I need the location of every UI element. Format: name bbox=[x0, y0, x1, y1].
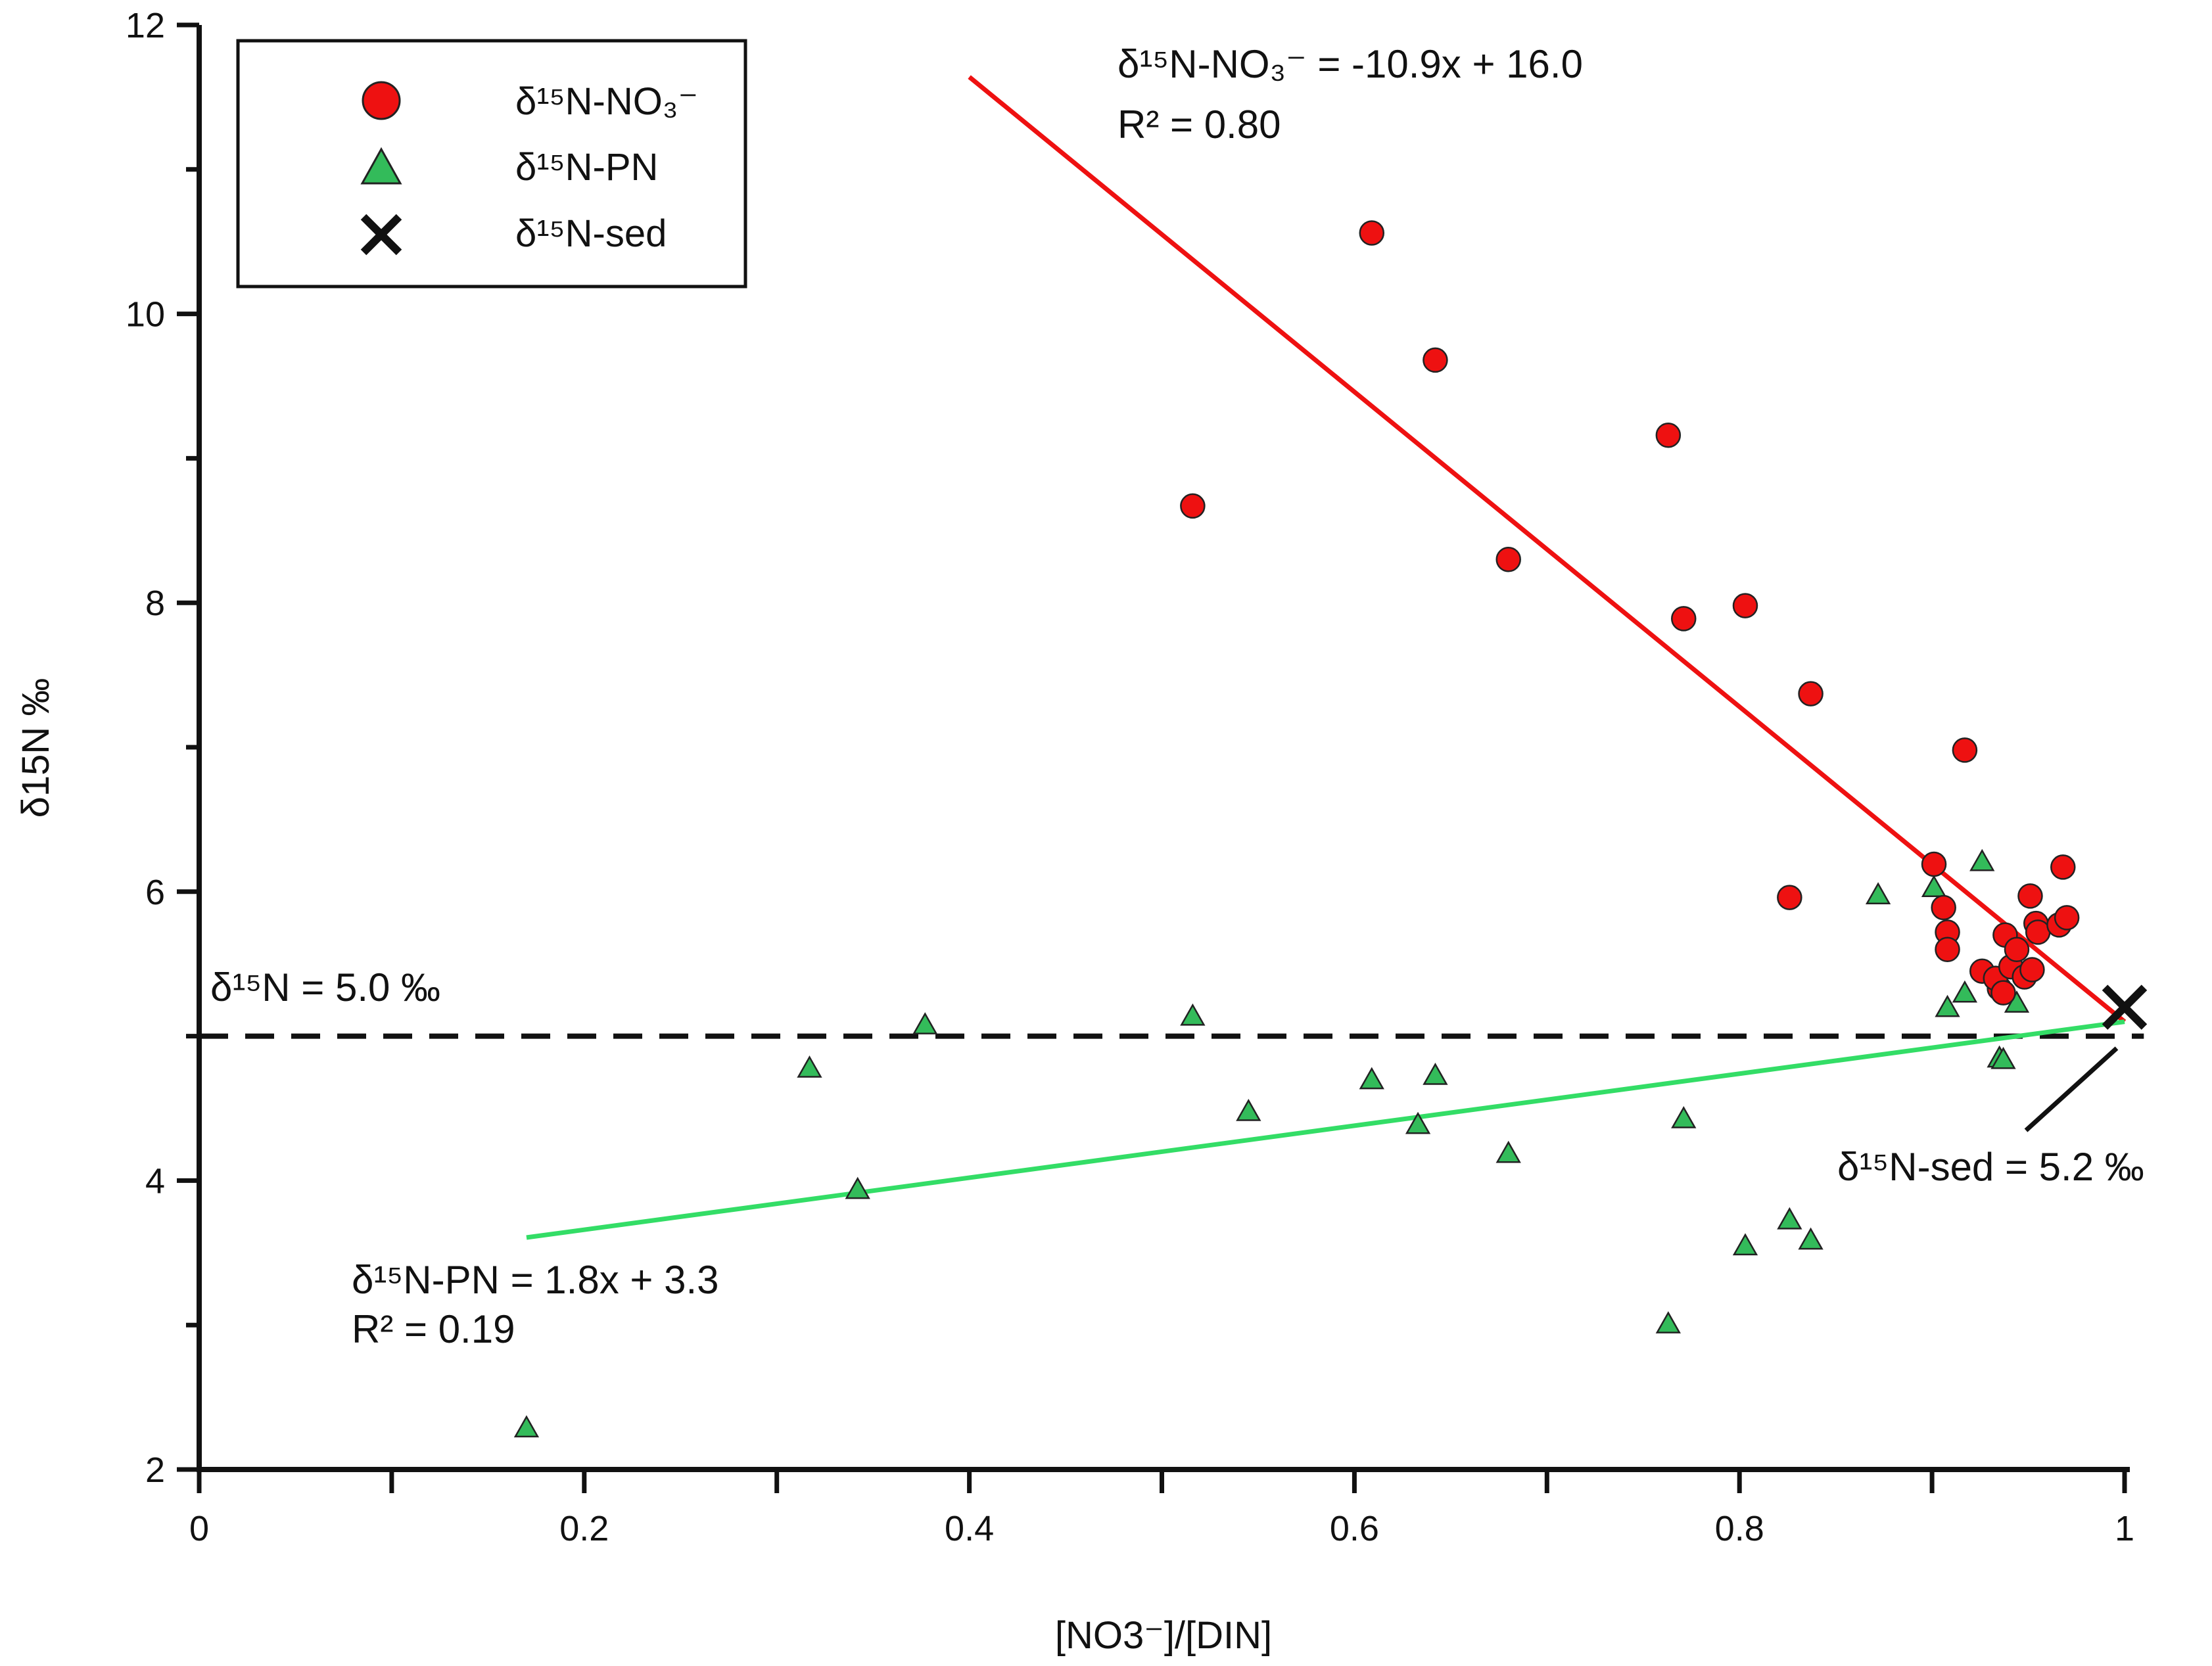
data-markers bbox=[513, 220, 2148, 1438]
x-axis-title: [NO3⁻]/[DIN] bbox=[1055, 1614, 1272, 1657]
legend-marker-sed bbox=[360, 214, 402, 256]
point-pn bbox=[513, 1415, 540, 1438]
point-no3 bbox=[1935, 937, 1960, 962]
y-tick-label: 10 bbox=[126, 295, 165, 335]
point-no3 bbox=[2017, 883, 2043, 909]
x-tick-label: 0.2 bbox=[559, 1509, 609, 1548]
legend-marker-no3 bbox=[362, 81, 401, 120]
point-no3 bbox=[2019, 957, 2045, 983]
point-no3 bbox=[1671, 606, 1697, 632]
point-pn bbox=[1236, 1098, 1261, 1121]
point-pn bbox=[1655, 1311, 1681, 1333]
point-pn bbox=[912, 1012, 938, 1034]
point-no3 bbox=[1732, 593, 1758, 618]
x-tick-label: 0.4 bbox=[945, 1509, 994, 1548]
point-pn bbox=[1865, 882, 1891, 905]
fit-line-no3 bbox=[968, 75, 2127, 1024]
point-pn bbox=[1423, 1063, 1448, 1085]
point-no3 bbox=[1931, 894, 1956, 921]
point-pn bbox=[1990, 1046, 2016, 1069]
point-no3 bbox=[2050, 854, 2076, 880]
point-pn bbox=[1969, 848, 1995, 871]
no3-equation: δ¹⁵N-NO₃⁻ = -10.9x + 16.0 bbox=[1118, 42, 1583, 86]
point-sed bbox=[2102, 984, 2148, 1030]
point-pn bbox=[1798, 1227, 1824, 1250]
point-no3 bbox=[1798, 681, 1824, 706]
point-pn bbox=[1921, 875, 1947, 898]
point-no3 bbox=[1952, 737, 1978, 763]
fit-line-pn bbox=[526, 1019, 2125, 1240]
point-no3 bbox=[2004, 937, 2030, 962]
axis-ticks bbox=[177, 22, 2127, 1493]
x-tick-label: 1 bbox=[2115, 1509, 2134, 1548]
point-no3 bbox=[1495, 547, 1521, 572]
y-tick-label: 2 bbox=[145, 1450, 165, 1490]
x-tick-label: 0.6 bbox=[1330, 1509, 1379, 1548]
x-tick-label: 0.8 bbox=[1715, 1509, 1764, 1548]
legend-label-sed: δ¹⁵N-sed bbox=[515, 212, 667, 255]
no3-r2: R² = 0.80 bbox=[1118, 103, 1281, 147]
point-pn bbox=[1732, 1233, 1758, 1256]
pn-equation: δ¹⁵N-PN = 1.8x + 3.3 bbox=[352, 1258, 719, 1302]
point-no3 bbox=[1777, 885, 1802, 910]
y-tick-label: 4 bbox=[145, 1161, 165, 1201]
point-no3 bbox=[1655, 422, 1682, 448]
point-no3 bbox=[1990, 980, 2016, 1006]
y-tick-label: 6 bbox=[145, 873, 165, 912]
y-tick-label: 12 bbox=[126, 6, 165, 45]
legend-marker-pn bbox=[360, 147, 402, 185]
point-pn bbox=[845, 1176, 870, 1199]
sed-pointer-line bbox=[2024, 1046, 2119, 1132]
reference-line-label: δ¹⁵N = 5.0 ‰ bbox=[210, 965, 440, 1009]
point-no3 bbox=[2054, 905, 2080, 931]
point-no3 bbox=[2025, 919, 2051, 945]
point-pn bbox=[1935, 994, 1960, 1017]
point-pn bbox=[1777, 1207, 1802, 1230]
y-axis-title: δ15N ‰ bbox=[14, 678, 57, 818]
legend-box bbox=[236, 39, 747, 289]
point-pn bbox=[1359, 1067, 1384, 1090]
point-no3 bbox=[1423, 347, 1448, 373]
legend: δ¹⁵N-NO₃⁻ δ¹⁵N-PN δ¹⁵N-sed bbox=[236, 39, 747, 289]
point-no3 bbox=[1180, 493, 1206, 519]
point-no3 bbox=[1359, 220, 1385, 246]
sed-label: δ¹⁵N-sed = 5.2 ‰ bbox=[1837, 1145, 2144, 1189]
point-pn bbox=[1952, 980, 1978, 1003]
point-no3 bbox=[1921, 851, 1947, 877]
pn-r2: R² = 0.19 bbox=[352, 1307, 515, 1351]
point-pn bbox=[1671, 1105, 1697, 1128]
legend-label-no3: δ¹⁵N-NO₃⁻ bbox=[515, 80, 698, 123]
point-pn bbox=[1495, 1140, 1521, 1163]
point-pn bbox=[797, 1055, 822, 1078]
point-pn bbox=[1405, 1111, 1431, 1134]
y-tick-label: 8 bbox=[145, 584, 165, 623]
x-tick-label: 0 bbox=[189, 1509, 209, 1548]
point-pn bbox=[1180, 1003, 1206, 1026]
legend-label-pn: δ¹⁵N-PN bbox=[515, 146, 658, 189]
